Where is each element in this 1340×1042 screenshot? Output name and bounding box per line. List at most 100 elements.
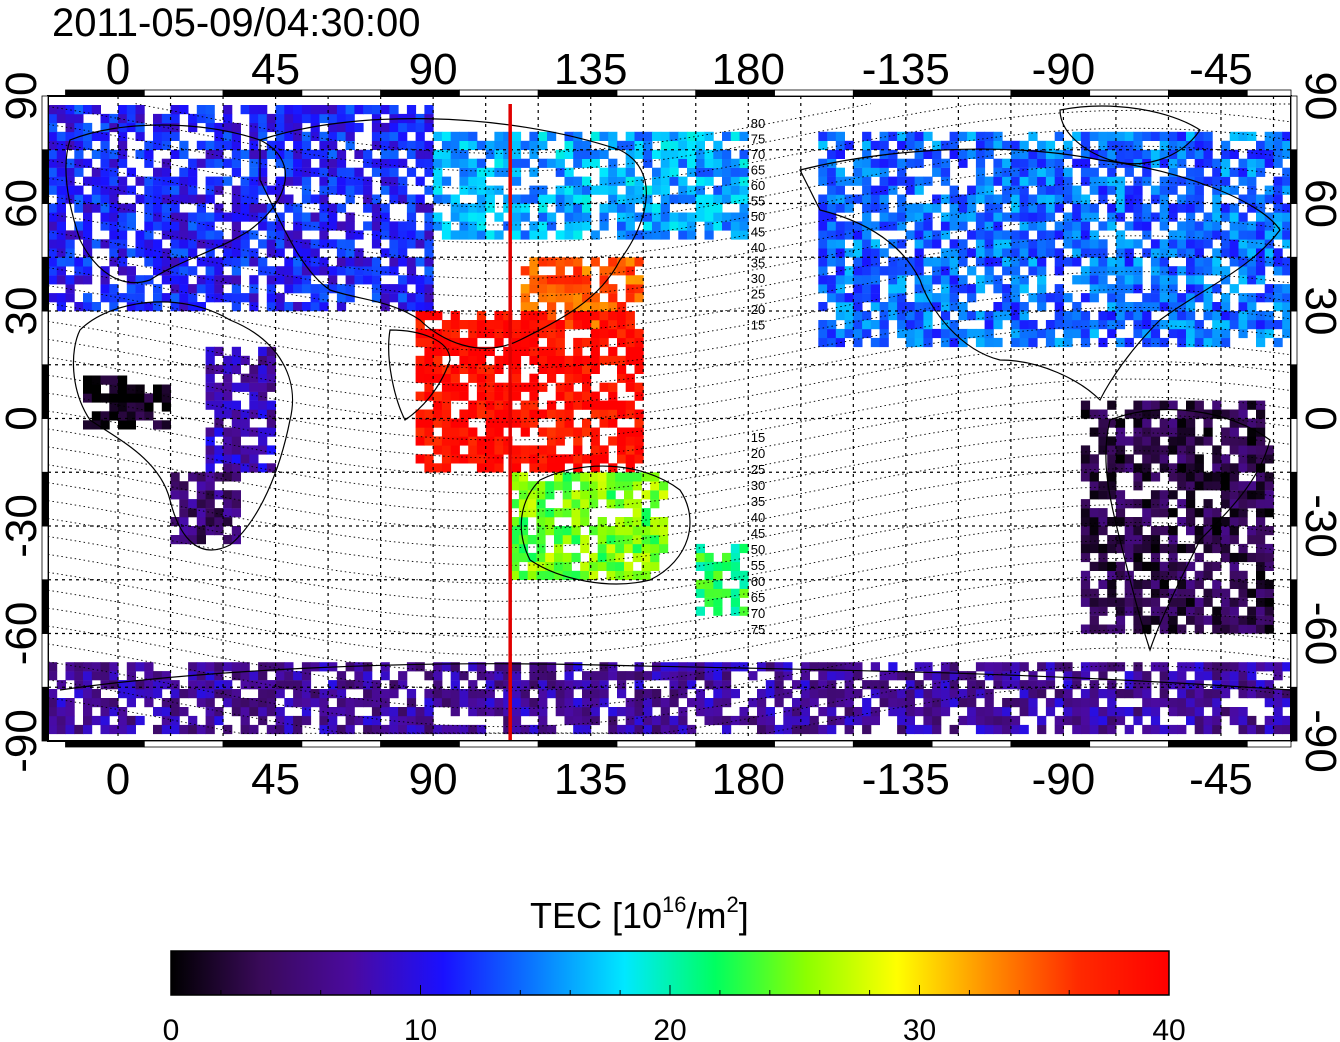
tec-cell [554, 526, 564, 536]
tec-cell [652, 212, 662, 222]
tec-cell [897, 239, 907, 249]
tec-cell [459, 364, 469, 374]
tec-cell [433, 445, 443, 455]
tec-cell [293, 230, 303, 240]
tec-cell [659, 517, 669, 527]
tec-cell [1229, 221, 1239, 231]
tec-cell [301, 212, 312, 222]
tec-cell [1063, 239, 1073, 249]
tec-cell [518, 481, 529, 491]
tec-cell [1150, 302, 1161, 312]
tec-cell [1124, 239, 1134, 249]
tec-cell [984, 320, 994, 330]
tec-cell [1098, 140, 1108, 150]
tec-cell [1124, 140, 1134, 150]
tec-cell [713, 606, 723, 616]
tec-cell [406, 140, 417, 150]
tec-cell [231, 436, 241, 446]
tec-cell [328, 689, 338, 699]
tec-cell [231, 472, 241, 482]
tec-cell [258, 364, 268, 374]
tec-cell [345, 698, 355, 708]
tec-cell [1238, 221, 1248, 231]
tec-cell [1124, 131, 1134, 141]
tec-cell [1124, 463, 1134, 473]
axis-bars [41, 89, 1298, 748]
tec-cell [599, 400, 609, 410]
tec-cell [573, 176, 583, 186]
tec-cell [547, 293, 557, 303]
tec-cell [310, 131, 320, 141]
tec-cell [1124, 311, 1134, 321]
tec-cell [126, 212, 136, 222]
tec-cell [503, 418, 513, 428]
tec-cell [862, 266, 872, 276]
tec-cell [1124, 680, 1134, 690]
tec-cell [1098, 239, 1108, 249]
tec-cell [1194, 698, 1204, 708]
tec-cell [643, 212, 653, 222]
tec-cell [1037, 715, 1047, 726]
tec-cell [1037, 239, 1047, 249]
tec-cell [564, 382, 574, 392]
tec-cell [730, 606, 740, 616]
tec-cell [275, 212, 285, 222]
tec-cell [1133, 302, 1143, 312]
tec-cell [231, 445, 241, 455]
tec-cell [555, 418, 565, 428]
tec-cell [564, 140, 574, 150]
tec-cell [879, 158, 889, 168]
tec-cell [853, 715, 863, 726]
tec-cell [511, 158, 522, 168]
tec-cell [967, 212, 977, 222]
tec-cell [196, 517, 206, 527]
tec-region-africa-west [83, 375, 171, 430]
axis-bar-bottom [1010, 740, 1091, 748]
tec-cell [170, 212, 180, 222]
tec-cell [582, 302, 592, 312]
tec-cell [536, 490, 546, 500]
tec-cell [1089, 131, 1099, 141]
tec-cell [476, 221, 487, 231]
tec-cell [1037, 212, 1047, 222]
tec-cell [249, 698, 259, 708]
tec-cell [1115, 212, 1126, 222]
tec-cell [608, 293, 618, 303]
tec-cell [284, 105, 294, 115]
tec-cell [1133, 239, 1143, 249]
tec-cell [371, 275, 382, 285]
tec-cell [223, 454, 233, 464]
tec-cell [441, 320, 452, 330]
tec-cell [161, 402, 171, 412]
tec-cell [1124, 724, 1134, 735]
tec-cell [975, 724, 986, 735]
tec-cell [118, 176, 128, 186]
tec-cell [231, 409, 241, 419]
tec-cell [511, 373, 522, 383]
tec-cell [958, 337, 968, 348]
tec-cell [958, 715, 968, 726]
tec-cell [363, 194, 373, 204]
tec-cell [301, 707, 312, 717]
tec-cell [205, 724, 215, 735]
tec-cell [196, 302, 206, 312]
tec-cell [1221, 328, 1231, 339]
tec-cell [590, 131, 600, 141]
tec-cell [827, 248, 837, 258]
tec-cell [713, 221, 723, 231]
tec-cell [1229, 239, 1239, 249]
tec-cell [433, 418, 443, 428]
tec-cell [144, 221, 154, 231]
tec-cell [371, 167, 382, 177]
tec-cell [380, 724, 390, 735]
tec-cell [678, 707, 688, 717]
tec-cell [529, 346, 539, 356]
tec-cell [223, 140, 233, 150]
tec-cell [1273, 140, 1283, 150]
tec-cell [1010, 724, 1021, 735]
tec-cell [1186, 454, 1196, 464]
tec-cell [48, 715, 58, 726]
tec-cell [1010, 167, 1021, 177]
tec-cell [459, 409, 469, 419]
tec-cell [827, 275, 837, 285]
